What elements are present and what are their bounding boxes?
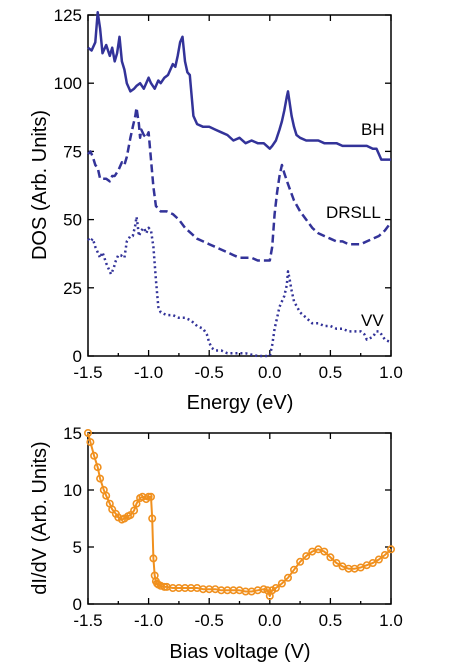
data-point	[368, 558, 377, 567]
x-tick-label: -0.5	[195, 611, 224, 630]
dos-x-axis-label: Energy (eV)	[187, 392, 294, 414]
didv-x-axis-label: Bias voltage (V)	[169, 641, 310, 663]
x-tick-label: -1.0	[134, 611, 163, 630]
x-tick-label: -1.5	[73, 363, 102, 382]
didv-ticks: -1.5 -1.0 -0.5 0.0 0.5 1.0 0 5 10 15	[63, 424, 403, 630]
drsll-series-line	[87, 106, 393, 262]
data-point	[326, 553, 335, 562]
data-point	[380, 550, 389, 559]
y-tick-label: 10	[63, 481, 82, 500]
y-tick-label: 25	[63, 279, 82, 298]
x-tick-label: 0.5	[319, 611, 343, 630]
data-point	[96, 474, 105, 483]
y-tick-label: 0	[73, 347, 82, 366]
vv-series-line	[87, 215, 392, 358]
x-tick-label: 0.5	[319, 363, 343, 382]
series-label-bh: BH	[361, 120, 385, 139]
data-point	[386, 545, 395, 554]
didv-panel: -1.5 -1.0 -0.5 0.0 0.5 1.0 0 5 10 15 Bias voltage…	[29, 424, 403, 663]
didv-series-group	[84, 428, 395, 600]
y-tick-label: 5	[73, 538, 82, 557]
data-point	[132, 499, 141, 508]
dos-ticks: -1.5 -1.0 -0.5 0.0 0.5 1.0 0 25 50 75 100 125	[54, 6, 403, 382]
didv-plot-frame	[87, 432, 392, 605]
data-point	[302, 552, 311, 561]
y-tick-label: 75	[63, 142, 82, 161]
dos-series-group	[87, 11, 393, 358]
data-point	[259, 585, 268, 594]
data-point	[160, 582, 169, 591]
y-tick-label: 100	[54, 74, 82, 93]
y-tick-label: 0	[73, 595, 82, 614]
data-point	[148, 514, 157, 523]
data-point	[289, 565, 298, 574]
data-point	[277, 579, 286, 588]
data-point	[320, 547, 329, 556]
data-point	[86, 438, 95, 447]
x-tick-label: -1.5	[73, 611, 102, 630]
dos-plot-frame	[87, 14, 392, 357]
dos-panel: -1.5 -1.0 -0.5 0.0 0.5 1.0 0 25 50 75 100 125 BH DR…	[29, 6, 403, 414]
data-point	[90, 451, 99, 460]
series-label-drsll: DRSLL	[326, 203, 381, 222]
dos-y-axis-label: DOS (Arb. Units)	[29, 110, 51, 260]
data-point	[84, 428, 93, 437]
data-point	[102, 491, 111, 500]
data-point	[147, 492, 156, 501]
data-point	[130, 506, 139, 515]
didv-y-axis-label: dI/dV (Arb. Units)	[29, 441, 51, 594]
x-tick-label: 0.0	[258, 611, 282, 630]
data-point	[271, 583, 280, 592]
data-point	[296, 557, 305, 566]
x-tick-label: 0.0	[258, 363, 282, 382]
y-tick-label: 15	[63, 424, 82, 443]
data-point	[332, 558, 341, 567]
x-tick-label: 1.0	[379, 363, 403, 382]
x-tick-label: -1.0	[134, 363, 163, 382]
bh-series-line	[87, 11, 391, 161]
data-point	[93, 463, 102, 472]
data-point	[149, 554, 158, 563]
x-tick-label: -0.5	[195, 363, 224, 382]
series-label-vv: VV	[361, 311, 384, 330]
data-point	[283, 573, 292, 582]
data-point	[374, 555, 383, 564]
y-tick-label: 125	[54, 6, 82, 25]
x-tick-label: 1.0	[379, 611, 403, 630]
y-tick-label: 50	[63, 211, 82, 230]
